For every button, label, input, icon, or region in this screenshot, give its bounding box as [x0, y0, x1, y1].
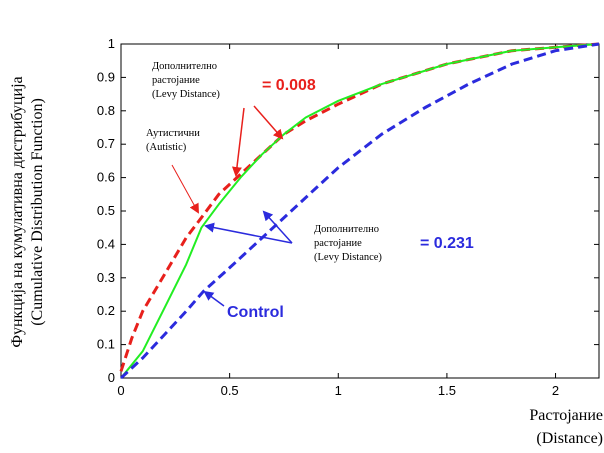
levy-red-value: = 0.008	[262, 77, 316, 94]
y-tick-label: 0.5	[97, 203, 115, 218]
levy-blue-arrow-1	[204, 222, 293, 244]
y-tick-label: 0.4	[97, 236, 115, 251]
y-axis-title: Функција на кумулативна дистрибуција (Cu…	[9, 76, 46, 347]
y-tick-label: 1	[108, 36, 115, 51]
x-axis-title-line-1: Растојание	[529, 407, 603, 424]
y-tick-label: 0.9	[97, 69, 115, 84]
x-tick-label: 0	[117, 383, 124, 398]
y-tick-label: 0	[108, 370, 115, 385]
y-tick-label: 0.2	[97, 303, 115, 318]
autistic-label-line-2: (Autistic)	[146, 142, 187, 153]
x-axis-title-line-2: (Distance)	[536, 430, 603, 447]
series-line-2	[119, 42, 600, 380]
autistic-label-line-1: Аутистични	[146, 128, 200, 139]
y-axis-title-line-1: Функција на кумулативна дистрибуција	[9, 76, 26, 347]
x-tick-label: 1.5	[438, 383, 456, 398]
levy-red-arrow-2	[253, 105, 284, 140]
levy-red-label-line-3: (Levy Distance)	[152, 89, 220, 100]
levy-blue-label-line-2: растојание	[314, 238, 362, 249]
y-tick-label: 0.6	[97, 170, 115, 185]
y-tick-label: 0.3	[97, 270, 115, 285]
series-layer	[119, 42, 600, 380]
x-tick-label: 0.5	[221, 383, 239, 398]
axis-ticks: 0 0.5 1 1.5 2 0 0.1 0.2 0.3 0.4 0.5 0.6 0.7 0.8 0.9 1	[97, 36, 599, 398]
control-arrow	[203, 290, 225, 307]
levy-blue-value: = 0.231	[420, 235, 474, 252]
levy-blue-label-line-3: (Levy Distance)	[314, 252, 382, 263]
levy-red-arrow-1	[231, 107, 245, 177]
x-tick-label: 1	[335, 383, 342, 398]
y-tick-label: 0.8	[97, 103, 115, 118]
x-tick-label: 2	[552, 383, 559, 398]
y-tick-label: 0.1	[97, 337, 115, 352]
levy-red-label-line-1: Дополнително	[152, 61, 217, 72]
levy-red-label-line-2: растојание	[152, 75, 200, 86]
y-axis-title-line-2: (Cumulative Distribution Function)	[29, 98, 46, 326]
levy-blue-label-line-1: Дополнително	[314, 224, 379, 235]
series-line-1	[120, 43, 600, 379]
levy-blue-arrow-2	[262, 210, 293, 244]
control-label: Control	[227, 304, 284, 321]
y-tick-label: 0.7	[97, 136, 115, 151]
autistic-arrow	[171, 164, 199, 214]
